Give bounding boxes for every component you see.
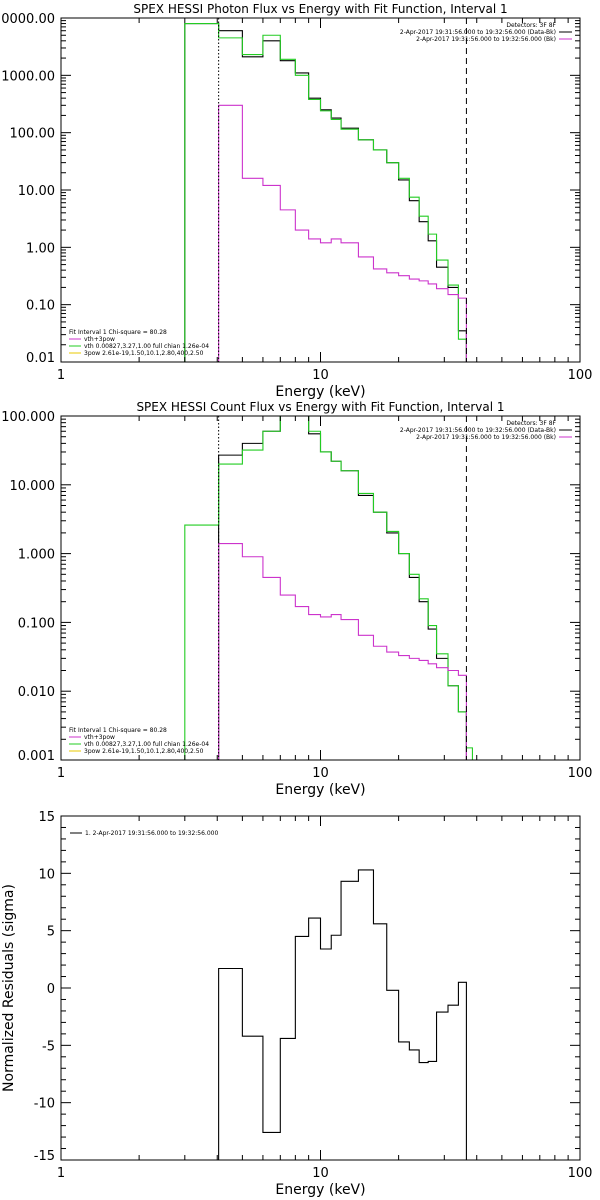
y-axis-label: Normalized Residuals (sigma) xyxy=(1,884,17,1092)
legend-entry: vth 0.00827,3.27,1.00 full chian 1.26e-0… xyxy=(84,343,209,350)
plot-area xyxy=(218,869,467,1160)
legend-entry: vth+3pow xyxy=(84,336,115,343)
legend-entry: vth+3pow xyxy=(84,734,115,741)
legend-entry: 3pow 2.61e-19,1.50,10.1,2.80,400,2.50 xyxy=(84,350,204,357)
y-tick-label: -10 xyxy=(34,1097,55,1112)
x-tick-label: 100 xyxy=(568,368,593,383)
legend-entry: vth 0.00827,3.27,1.00 full chian 1.26e-0… xyxy=(84,741,209,748)
x-axis-label: Energy (keV) xyxy=(275,782,365,798)
y-tick-label: 0.10 xyxy=(26,299,55,314)
y-tick-label: 15 xyxy=(38,810,55,825)
chart-count: SPEX HESSI Count Flux vs Energy with Fit… xyxy=(1,400,592,798)
y-tick-label: 0.100 xyxy=(18,616,55,631)
x-tick-label: 1 xyxy=(57,368,65,383)
y-tick-label: 0.001 xyxy=(18,749,55,764)
plot-area xyxy=(184,18,467,362)
y-tick-label: 10.00 xyxy=(18,184,55,199)
x-tick-label: 1 xyxy=(57,766,65,781)
legend-fit-header: Fit Interval 1 Chi-square = 80.28 xyxy=(69,727,167,734)
x-tick-label: 100 xyxy=(568,766,593,781)
x-tick-label: 10 xyxy=(312,1166,329,1181)
legend-entry: 1. 2-Apr-2017 19:31:56.000 to 19:32:56.0… xyxy=(85,830,218,837)
y-tick-label: 0.01 xyxy=(26,351,55,366)
series-bk xyxy=(218,543,467,760)
x-axis: 1 10 100 Energy (keV) xyxy=(57,18,593,400)
y-axis: 0.01 0.10 1.00 10.00 100.00 1000.00 0000.00 xyxy=(1,12,580,366)
legend-entry: 2-Apr-2017 19:31:56.000 to 19:32:56.000 … xyxy=(416,434,556,441)
series-data-bk xyxy=(218,416,467,760)
plot-frame xyxy=(60,815,581,1161)
y-tick-label: 5 xyxy=(47,925,55,940)
y-tick-label: 100.00 xyxy=(10,127,56,142)
legend-bottom-left: Fit Interval 1 Chi-square = 80.28vth+3po… xyxy=(69,727,209,755)
legend-detectors: Detectors: 3F 8F xyxy=(506,22,556,29)
series-fit-total xyxy=(184,416,477,760)
series-residuals xyxy=(218,869,467,1160)
y-tick-label: 10 xyxy=(38,867,55,882)
legend-bottom-left: Fit Interval 1 Chi-square = 80.28vth+3po… xyxy=(69,329,209,357)
legend-top-left: 1. 2-Apr-2017 19:31:56.000 to 19:32:56.0… xyxy=(70,830,218,837)
x-axis-label: Energy (keV) xyxy=(275,384,365,400)
plot-area xyxy=(184,416,477,760)
x-tick-label: 100 xyxy=(568,1166,593,1181)
y-tick-label: 1.00 xyxy=(26,241,55,256)
x-axis: 1 10 100 Energy (keV) xyxy=(57,416,593,798)
x-axis-label: Energy (keV) xyxy=(275,1182,365,1198)
x-tick-label: 10 xyxy=(312,368,329,383)
legend-entry: 2-Apr-2017 19:31:56.000 to 19:32:56.000 … xyxy=(416,36,556,43)
y-tick-label: 0000.00 xyxy=(1,12,55,27)
legend-entry: 2-Apr-2017 19:31:56.000 to 19:32:56.000 … xyxy=(400,29,556,36)
legend-top-right: Detectors: 3F 8F2-Apr-2017 19:31:56.000 … xyxy=(400,22,572,43)
x-tick-label: 10 xyxy=(312,766,329,781)
y-axis: 0.001 0.010 0.100 1.000 10.000 100.000 xyxy=(1,410,580,764)
plot-frame xyxy=(60,415,581,761)
legend-entry: 2-Apr-2017 19:31:56.000 to 19:32:56.000 … xyxy=(400,427,556,434)
legend-fit-header: Fit Interval 1 Chi-square = 80.28 xyxy=(69,329,167,336)
legend-top-right: Detectors: 3F 8F2-Apr-2017 19:31:56.000 … xyxy=(400,420,572,441)
legend-entry: 3pow 2.61e-19,1.50,10.1,2.80,400,2.50 xyxy=(84,748,204,755)
series-bk xyxy=(218,104,467,362)
legend-detectors: Detectors: 3F 8F xyxy=(506,420,556,427)
x-tick-label: 1 xyxy=(57,1166,65,1181)
chart-photon: SPEX HESSI Photon Flux vs Energy with Fi… xyxy=(1,2,592,400)
y-axis: -15 -10 -5 0 5 10 15 Normalized Residuals (sigm… xyxy=(1,810,580,1164)
series-data-bk xyxy=(184,23,467,362)
series-fit-total xyxy=(184,23,467,362)
y-tick-label: 0.010 xyxy=(18,685,55,700)
y-tick-label: 10.000 xyxy=(10,479,56,494)
y-tick-label: -15 xyxy=(34,1149,55,1164)
y-tick-label: 1.000 xyxy=(18,548,55,563)
chart-residuals: 1 10 100 Energy (keV) -15 -10 -5 0 5 10 15 Normaliz… xyxy=(1,810,592,1198)
y-tick-label: 1000.00 xyxy=(1,69,55,84)
chart-title: SPEX HESSI Count Flux vs Energy with Fit… xyxy=(136,400,504,414)
y-tick-label: -5 xyxy=(42,1039,55,1054)
plot-frame xyxy=(60,17,581,363)
x-axis: 1 10 100 Energy (keV) xyxy=(57,816,593,1198)
chart-title: SPEX HESSI Photon Flux vs Energy with Fi… xyxy=(133,2,507,16)
y-tick-label: 0 xyxy=(47,982,55,997)
y-tick-label: 100.000 xyxy=(1,410,55,425)
